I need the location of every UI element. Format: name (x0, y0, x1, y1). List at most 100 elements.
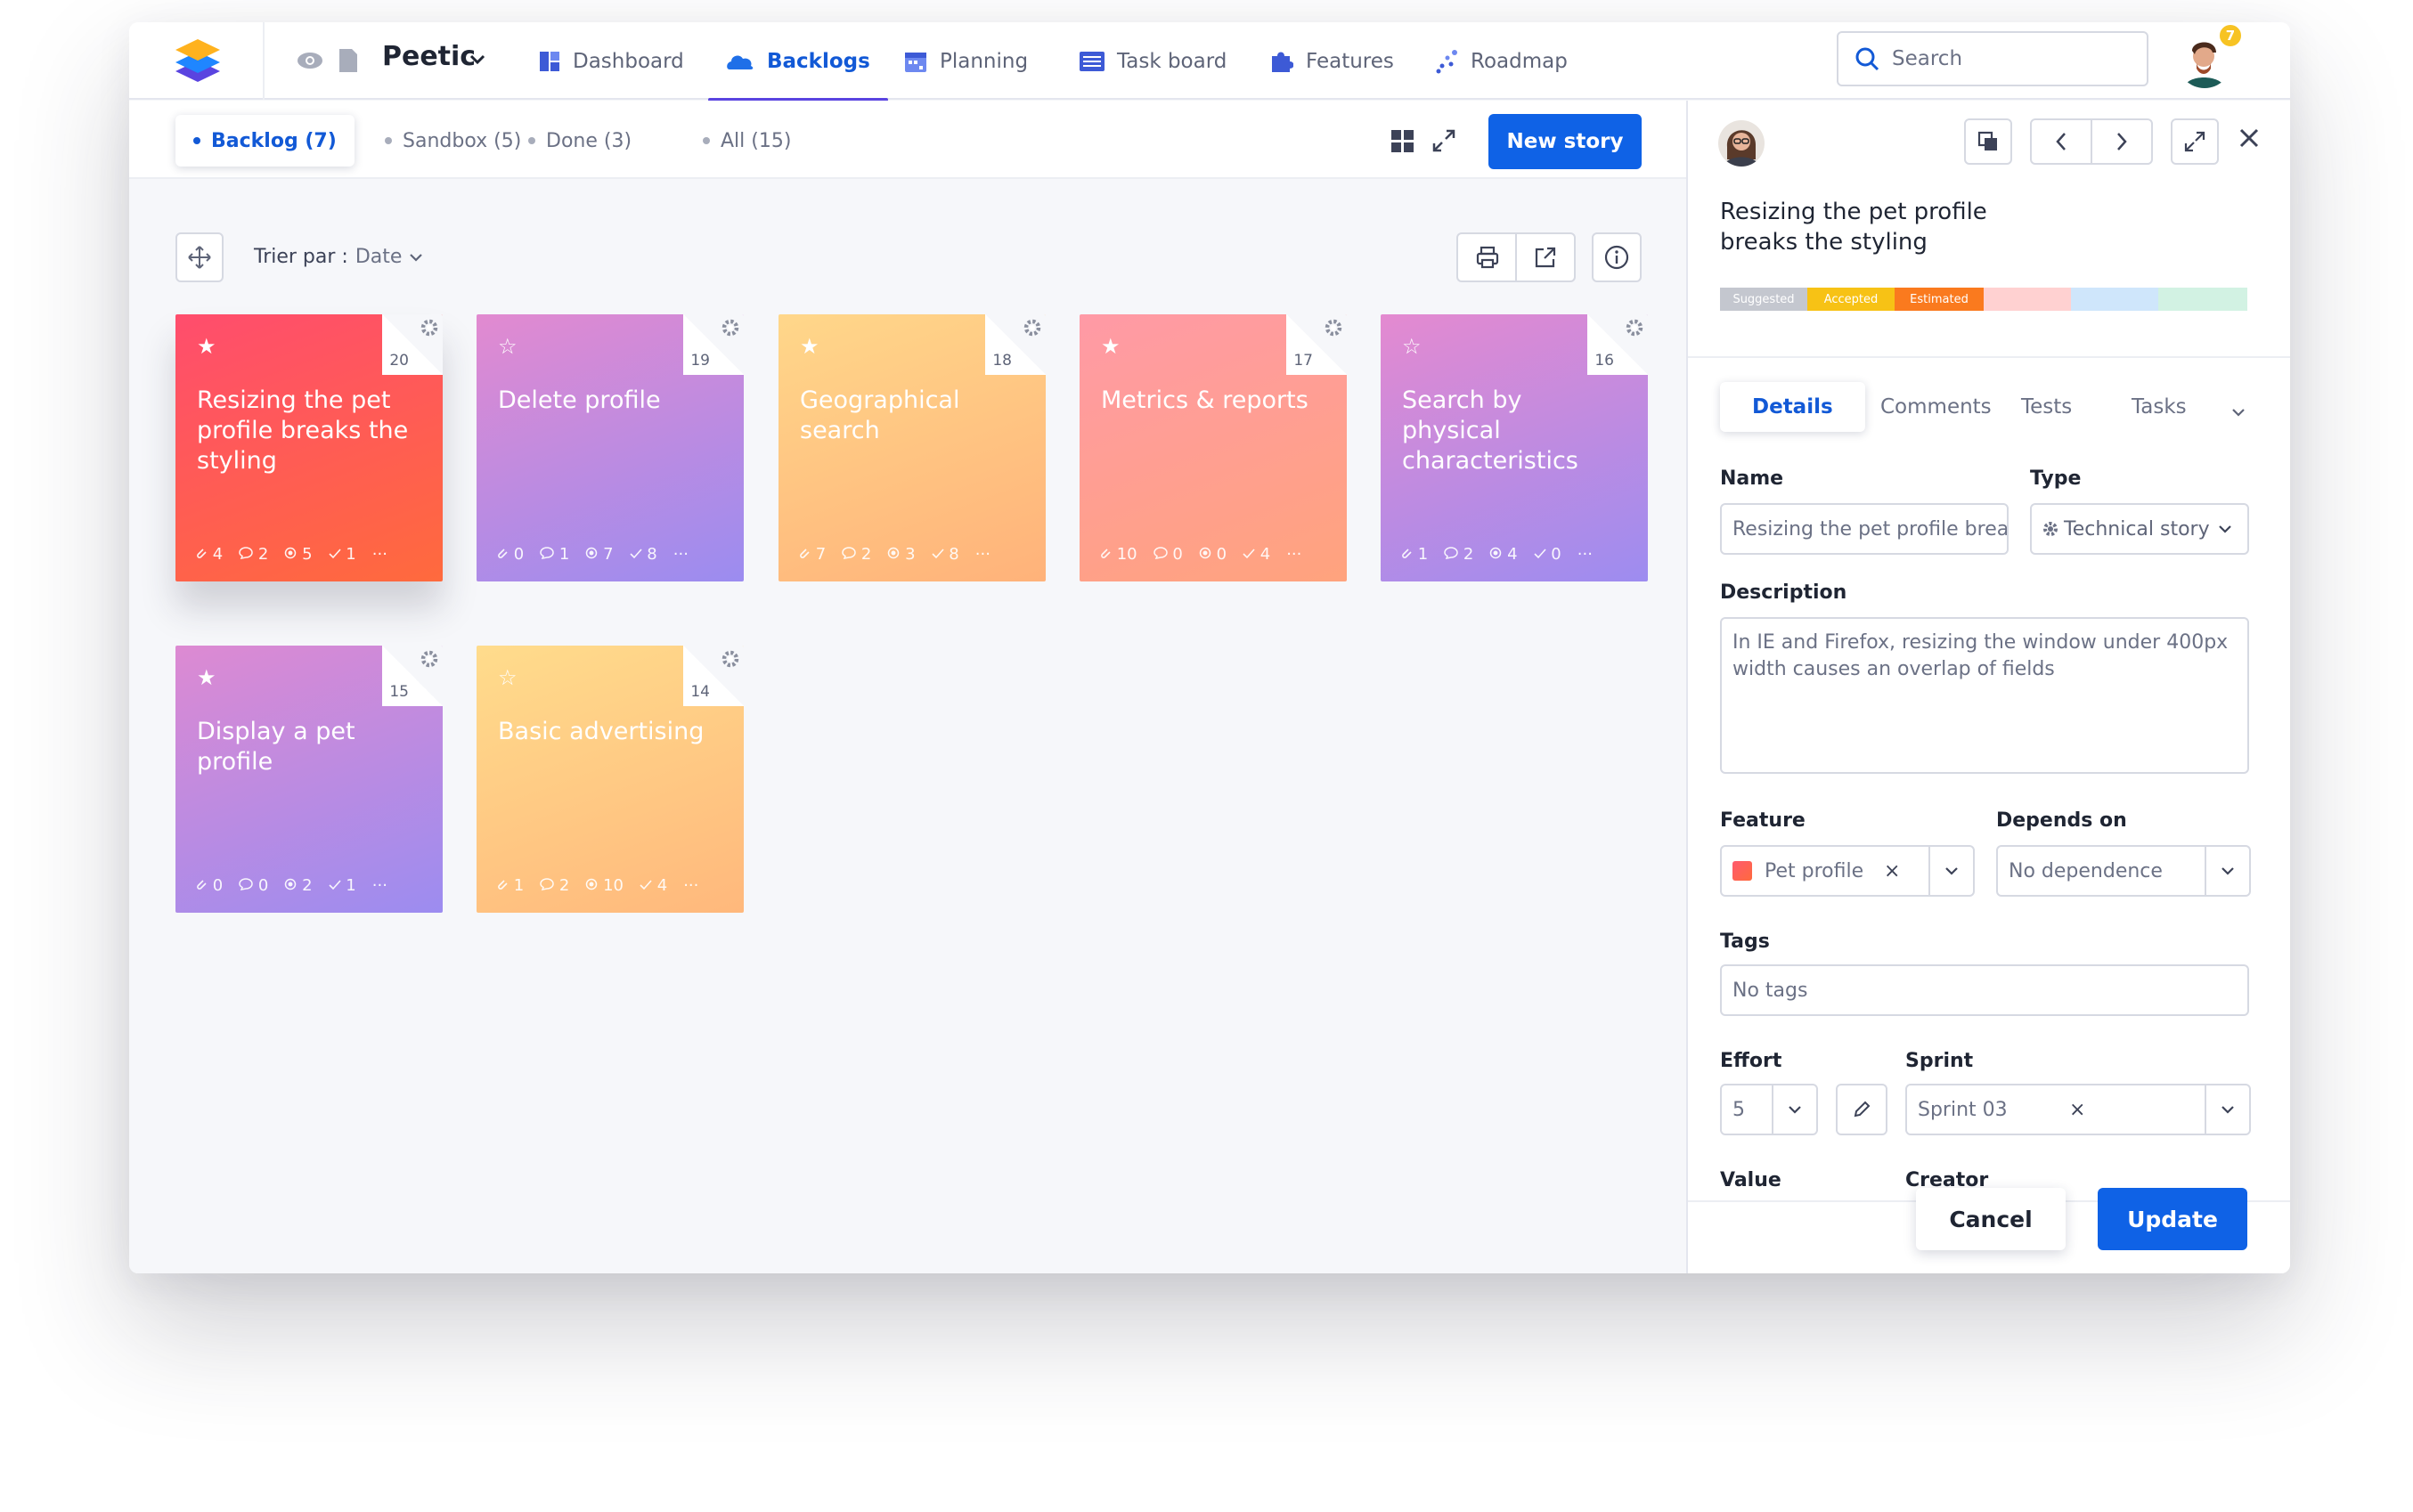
sort-control[interactable]: Trier par : Date (254, 246, 423, 268)
name-field[interactable]: Resizing the pet profile brea (1720, 503, 2009, 555)
effort-icon (586, 547, 598, 559)
star-filled-icon[interactable]: ★ (197, 665, 216, 690)
document-icon[interactable] (338, 47, 359, 77)
story-title: Resizing the pet profile breaks the styl… (1720, 199, 1987, 256)
star-outline-icon[interactable]: ☆ (498, 665, 518, 690)
description-field[interactable]: In IE and Firefox, resizing the window u… (1720, 617, 2249, 774)
export-button[interactable] (1515, 232, 1576, 282)
app-window: Peetic Dashboard Backlogs Planning (129, 22, 2290, 1273)
star-outline-icon[interactable]: ☆ (1402, 334, 1422, 359)
print-button[interactable] (1456, 232, 1517, 282)
tags-field[interactable]: No tags (1720, 964, 2249, 1016)
nav-backlogs[interactable]: Backlogs (708, 22, 888, 102)
notification-badge[interactable]: 7 (2217, 22, 2244, 49)
nav-taskboard[interactable]: Task board (1080, 22, 1227, 100)
status-suggested[interactable]: Suggested (1720, 288, 1807, 311)
effort-select[interactable]: 5 (1720, 1084, 1818, 1135)
expand-icon[interactable] (1431, 128, 1456, 157)
eye-icon[interactable] (297, 47, 323, 77)
close-icon[interactable] (2238, 127, 2260, 152)
more-icon[interactable]: ··· (371, 545, 387, 564)
story-card[interactable]: 16 ☆ Search by physical characteristics 1 … (1381, 314, 1648, 581)
app-logo-icon[interactable] (174, 36, 222, 85)
nav-roadmap[interactable]: Roadmap (1435, 22, 1568, 100)
previous-story-button[interactable] (2030, 118, 2092, 165)
new-story-button[interactable]: New story (1488, 114, 1642, 169)
more-icon[interactable]: ··· (1286, 545, 1302, 564)
more-icon[interactable]: ··· (371, 876, 387, 895)
story-stats: 0 0 2 1 ··· (195, 876, 387, 895)
sprint-select[interactable]: Sprint 03 × (1905, 1084, 2251, 1135)
depends-select[interactable]: No dependence (1996, 845, 2251, 897)
effort-label: Effort (1720, 1050, 1782, 1072)
more-icon[interactable]: ··· (683, 876, 699, 895)
tab-tasks[interactable]: Tasks (2132, 395, 2187, 419)
story-title: Metrics & reports (1101, 386, 1308, 414)
user-avatar[interactable] (2177, 33, 2232, 88)
chevron-down-icon[interactable] (2205, 1085, 2249, 1134)
status-estimated[interactable]: Estimated (1895, 288, 1984, 311)
star-filled-icon[interactable]: ★ (800, 334, 819, 359)
star-outline-icon[interactable]: ☆ (498, 334, 518, 359)
nav-planning[interactable]: Planning (904, 22, 1028, 100)
cancel-button[interactable]: Cancel (1916, 1188, 2066, 1250)
project-name[interactable]: Peetic (382, 41, 477, 72)
gear-icon[interactable] (420, 318, 439, 337)
gear-icon[interactable] (1324, 318, 1343, 337)
star-filled-icon[interactable]: ★ (197, 334, 216, 359)
feature-select[interactable]: Pet profile × (1720, 845, 1975, 897)
next-story-button[interactable] (2091, 118, 2153, 165)
story-card[interactable]: 20 ★ Resizing the pet profile breaks the s… (175, 314, 443, 581)
fullscreen-button[interactable] (2171, 118, 2219, 165)
card-fold (382, 314, 443, 375)
tab-sandbox[interactable]: Sandbox (5) (367, 115, 539, 167)
status-step-5[interactable] (2071, 288, 2158, 311)
gear-icon[interactable] (420, 649, 439, 669)
nav-label: Features (1306, 49, 1394, 73)
info-button[interactable] (1592, 232, 1642, 282)
gear-icon[interactable] (721, 649, 740, 669)
gear-icon[interactable] (1625, 318, 1644, 337)
story-card[interactable]: 19 ☆ Delete profile 0 1 7 8 ··· (477, 314, 744, 581)
tab-backlog[interactable]: Backlog (7) (175, 115, 355, 167)
nav-features[interactable]: Features (1268, 22, 1394, 100)
chevron-down-icon[interactable] (1772, 1085, 1816, 1134)
clear-sprint-icon[interactable]: × (2069, 1098, 2086, 1121)
story-card[interactable]: 17 ★ Metrics & reports 10 0 0 4 ··· (1080, 314, 1347, 581)
more-icon[interactable]: ··· (974, 545, 990, 564)
tab-all[interactable]: All (15) (685, 115, 809, 167)
effort-count: 7 (603, 545, 614, 564)
tab-done[interactable]: Done (3) (510, 115, 649, 167)
nav-dashboard[interactable]: Dashboard (539, 22, 684, 100)
move-button[interactable] (175, 232, 224, 282)
gear-icon[interactable] (721, 318, 740, 337)
chevron-down-icon[interactable] (2231, 403, 2246, 420)
story-card[interactable]: 18 ★ Geographical search 7 2 3 8 ··· (779, 314, 1046, 581)
tab-tests[interactable]: Tests (2021, 395, 2073, 419)
update-button[interactable]: Update (2098, 1188, 2247, 1250)
status-step-6[interactable] (2158, 288, 2247, 311)
grid-view-icon[interactable] (1391, 130, 1414, 157)
task-count: 8 (949, 545, 959, 564)
type-select[interactable]: Technical story (2030, 503, 2249, 555)
star-filled-icon[interactable]: ★ (1101, 334, 1121, 359)
status-step-4[interactable] (1984, 288, 2071, 311)
status-accepted[interactable]: Accepted (1807, 288, 1895, 311)
chevron-down-icon[interactable] (2205, 847, 2249, 895)
assignee-avatar[interactable] (1718, 120, 1765, 167)
pencil-icon (1854, 1101, 1871, 1118)
tab-comments[interactable]: Comments (1880, 395, 1992, 419)
tab-details[interactable]: Details (1720, 382, 1865, 432)
print-icon (1476, 246, 1499, 269)
story-card[interactable]: 14 ☆ Basic advertising 1 2 10 4 ··· (477, 646, 744, 913)
duplicate-button[interactable] (1964, 118, 2012, 165)
chevron-down-icon[interactable] (1928, 847, 1973, 895)
chevron-down-icon[interactable] (469, 52, 485, 69)
edit-effort-button[interactable] (1836, 1084, 1887, 1135)
more-icon[interactable]: ··· (1577, 545, 1593, 564)
gear-icon[interactable] (1023, 318, 1042, 337)
clear-feature-icon[interactable]: × (1884, 859, 1901, 882)
search-input[interactable]: Search (1837, 31, 2148, 86)
story-card[interactable]: 15 ★ Display a pet profile 0 0 2 1 ··· (175, 646, 443, 913)
more-icon[interactable]: ··· (673, 545, 689, 564)
